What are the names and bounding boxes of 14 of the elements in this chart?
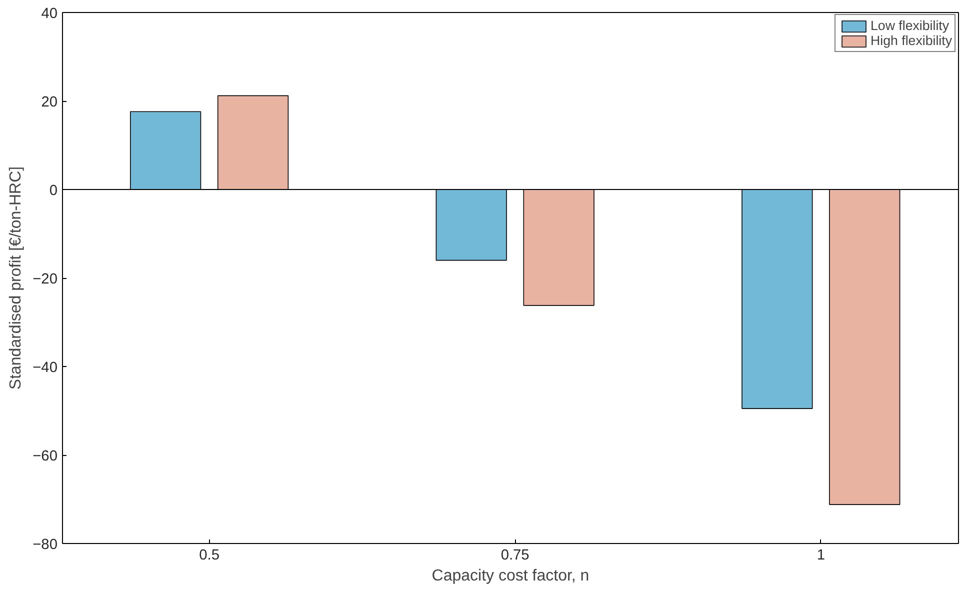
y-tick-label: −20 [32, 272, 58, 288]
x-axis-title: Capacity cost factor, n [432, 568, 590, 584]
y-tick-label: −80 [32, 537, 58, 553]
y-tick-label: 0 [49, 183, 58, 199]
legend-label: High flexibility [870, 33, 952, 48]
legend-label: Low flexibility [870, 18, 950, 33]
x-tick-label: 0.5 [199, 548, 220, 564]
y-tick-label: 20 [41, 94, 58, 110]
y-tick-label: −40 [32, 360, 58, 376]
x-tick-label: 0.75 [500, 548, 530, 564]
y-axis-title: Standardised profit [€/ton-HRC] [8, 166, 25, 390]
y-tick-label: 40 [41, 6, 58, 22]
y-tick-label: −60 [32, 448, 58, 464]
x-tick-label: 1 [816, 548, 825, 564]
